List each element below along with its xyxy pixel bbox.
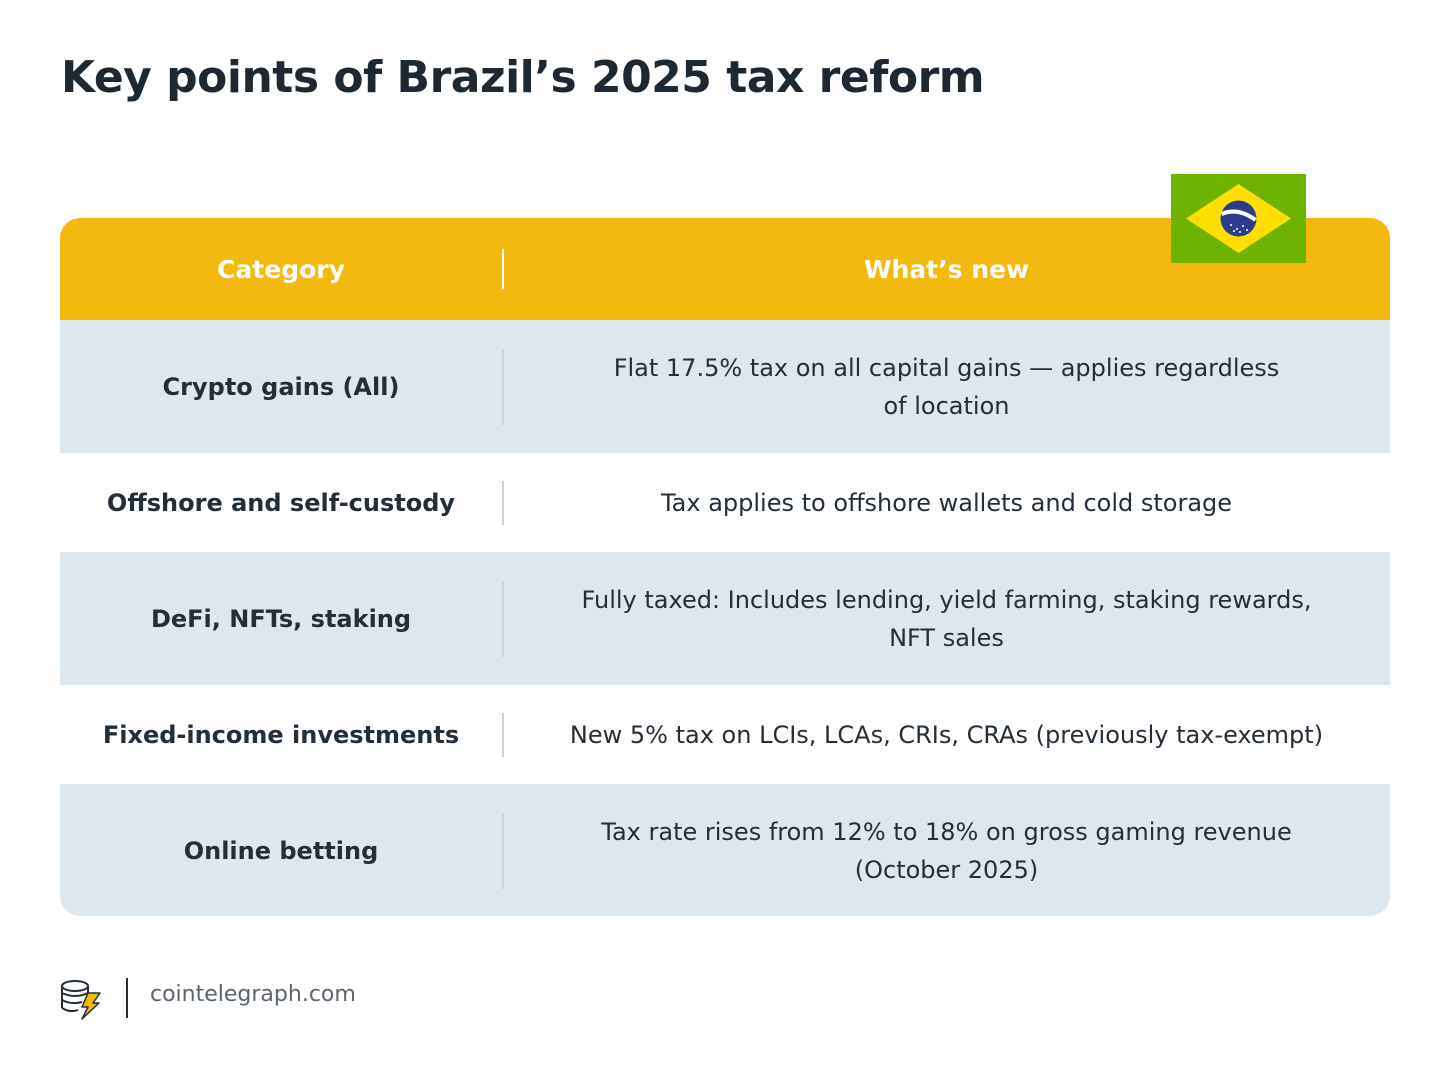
row-divider — [502, 481, 504, 525]
row-whats-new: New 5% tax on LCIs, LCAs, CRIs, CRAs (pr… — [503, 685, 1390, 784]
cointelegraph-logo-icon — [61, 980, 101, 1020]
row-whats-new-line: NFT sales — [889, 623, 1004, 652]
row-category: Online betting — [183, 837, 379, 865]
table-row: Fixed-income investments New 5% tax on LC… — [60, 685, 1390, 784]
row-divider — [502, 713, 504, 757]
row-whats-new: Tax applies to offshore wallets and cold… — [503, 453, 1390, 552]
row-category: DeFi, NFTs, staking — [150, 604, 412, 633]
row-whats-new-line: Tax applies to offshore wallets and cold… — [660, 488, 1233, 517]
row-whats-new-text: Tax applies to offshore wallets and cold… — [661, 484, 1232, 522]
row-category: Offshore and self-custody — [106, 488, 456, 517]
row-whats-new-line: of location — [883, 391, 1010, 420]
row-whats-new-text: New 5% tax on LCIs, LCAs, CRIs, CRAs (pr… — [570, 716, 1323, 754]
row-divider — [502, 813, 504, 889]
row-whats-new-line: New 5% tax on LCIs, LCAs, CRIs, CRAs (pr… — [569, 720, 1324, 749]
row-whats-new-text: Fully taxed: Includes lending, yield far… — [582, 581, 1312, 657]
brazil-flag-icon — [1171, 174, 1306, 263]
row-whats-new: Fully taxed: Includes lending, yield far… — [503, 552, 1390, 685]
header-divider — [502, 249, 504, 289]
header-category: Category — [217, 254, 345, 284]
table-row: Crypto gains (All) Flat 17.5% tax on all … — [60, 320, 1390, 453]
row-whats-new-text: Flat 17.5% tax on all capital gains — ap… — [614, 349, 1280, 425]
row-whats-new-text: Tax rate rises from 12% to 18% on gross … — [601, 813, 1291, 889]
row-whats-new-line: Flat 17.5% tax on all capital gains — ap… — [613, 353, 1280, 382]
table-row: DeFi, NFTs, staking Fully taxed: Includes… — [60, 552, 1390, 685]
row-whats-new-line: Fully taxed: Includes lending, yield far… — [581, 585, 1312, 614]
tax-reform-table: Category What’s new Crypto gains (All) Fl… — [60, 218, 1390, 916]
row-divider — [502, 349, 504, 425]
row-whats-new: Tax rate rises from 12% to 18% on gross … — [503, 784, 1390, 916]
row-whats-new-line: (October 2025) — [854, 856, 1039, 884]
page-title: Key points of Brazil’s 2025 tax reform — [61, 52, 985, 103]
footer-separator — [126, 978, 128, 1018]
table-row: Online betting Tax rate rises from 12% to… — [60, 784, 1390, 916]
table-row: Offshore and self-custody Tax applies to … — [60, 453, 1390, 552]
row-divider — [502, 581, 504, 657]
row-category: Fixed-income investments — [102, 720, 460, 749]
footer-site-name: cointelegraph.com — [150, 982, 356, 1007]
row-whats-new: Flat 17.5% tax on all capital gains — ap… — [503, 320, 1390, 453]
table-header: Category What’s new — [60, 218, 1390, 320]
header-whats-new: What’s new — [863, 254, 1030, 284]
row-category: Crypto gains (All) — [162, 372, 400, 401]
row-whats-new-line: Tax rate rises from 12% to 18% on gross … — [601, 818, 1292, 846]
